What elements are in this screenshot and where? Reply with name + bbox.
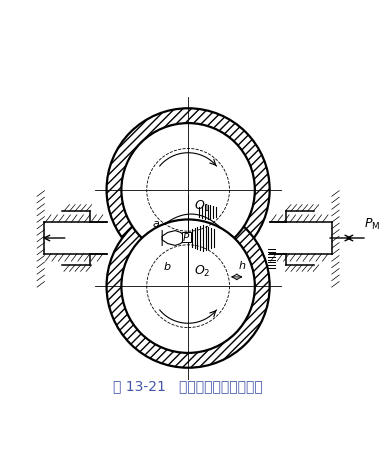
Circle shape <box>122 220 254 353</box>
Text: $O_2$: $O_2$ <box>194 264 210 279</box>
Text: $P_{\mathrm{M}}$: $P_{\mathrm{M}}$ <box>364 217 380 231</box>
Text: $O_1$: $O_1$ <box>194 199 210 214</box>
Bar <box>45 222 107 254</box>
Circle shape <box>107 205 270 368</box>
Text: 图 13-21   齿轮马达的工作原理图: 图 13-21 齿轮马达的工作原理图 <box>113 379 263 393</box>
Text: $b$: $b$ <box>164 260 172 272</box>
Circle shape <box>122 123 254 256</box>
Text: $a$: $a$ <box>152 219 160 229</box>
Bar <box>270 222 332 254</box>
Circle shape <box>121 123 255 257</box>
Bar <box>182 232 191 242</box>
Circle shape <box>107 108 270 271</box>
Text: $h$: $h$ <box>238 259 246 271</box>
Circle shape <box>121 219 255 353</box>
Text: $P$: $P$ <box>182 231 190 243</box>
